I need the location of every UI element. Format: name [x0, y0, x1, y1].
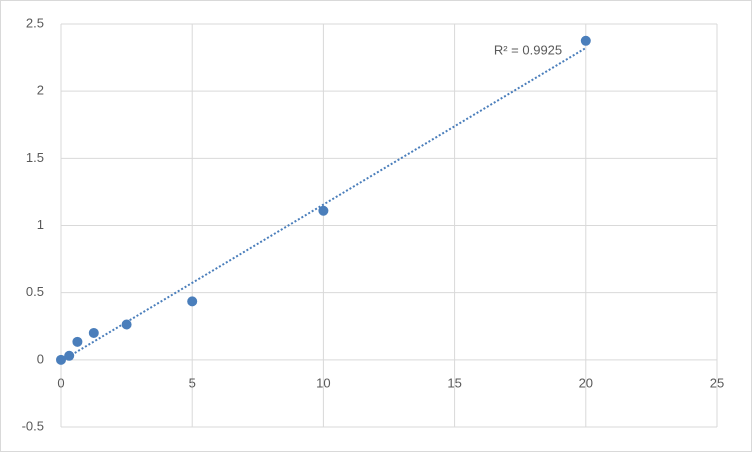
- r-squared-annotation: R² = 0.9925: [494, 42, 562, 57]
- x-tick-label: 15: [447, 375, 461, 390]
- data-point: [580, 35, 591, 46]
- data-point: [88, 327, 99, 338]
- x-tick-label: 25: [710, 375, 724, 390]
- x-tick-label: 20: [579, 375, 593, 390]
- data-point: [187, 296, 198, 307]
- data-point: [56, 354, 66, 365]
- y-tick-label: 0.5: [26, 284, 44, 299]
- y-tick-label: 2: [37, 83, 44, 98]
- data-point: [72, 336, 83, 347]
- x-tick-label: 5: [189, 375, 196, 390]
- x-tick-label: 0: [57, 375, 64, 390]
- x-tick-label: 10: [316, 375, 330, 390]
- y-tick-label: 2.5: [26, 15, 44, 30]
- y-tick-label: 0: [37, 351, 44, 366]
- data-point: [64, 350, 75, 361]
- y-tick-label: 1.5: [26, 150, 44, 165]
- data-point: [318, 205, 329, 216]
- trendline: [60, 47, 587, 363]
- data-point: [121, 319, 132, 330]
- y-tick-label: -0.5: [22, 418, 44, 433]
- y-tick-label: 1: [37, 217, 44, 232]
